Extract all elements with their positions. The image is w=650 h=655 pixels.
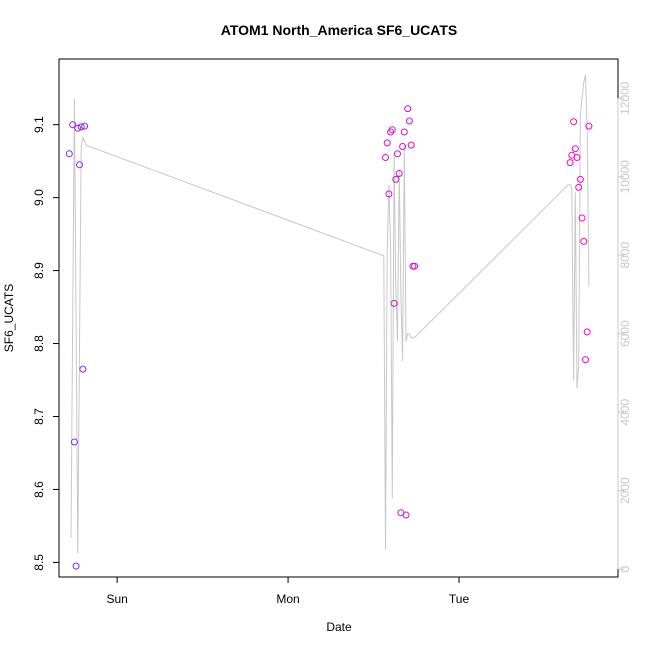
- x-tick-label: Tue: [449, 592, 470, 606]
- data-point: [81, 122, 89, 130]
- data-point: [585, 122, 593, 130]
- chart-title: ATOM1 North_America SF6_UCATS: [221, 22, 458, 38]
- data-point: [570, 118, 578, 126]
- y-axis-label: SF6_UCATS: [2, 284, 16, 352]
- y-tick-label: 9.1: [32, 116, 46, 133]
- data-point: [74, 124, 82, 132]
- y-tick-label: 8.9: [32, 262, 46, 279]
- data-point: [578, 214, 586, 222]
- y-right-tick-label: 2000: [618, 477, 632, 504]
- secondary-series-line: [70, 74, 590, 554]
- y-axis-left: 8.5 8.6 8.7 8.8 8.9 9.0 9.1: [32, 116, 60, 571]
- data-point: [79, 365, 87, 373]
- y-tick-label: 8.5: [32, 554, 46, 571]
- data-point: [383, 139, 391, 147]
- y-tick-label: 8.6: [32, 481, 46, 498]
- data-point: [77, 123, 85, 131]
- data-point: [571, 145, 579, 153]
- y-right-tick-label: 12000: [618, 81, 632, 115]
- y-right-tick-label: 8000: [618, 242, 632, 269]
- data-point: [404, 105, 412, 113]
- data-point: [405, 117, 413, 125]
- data-point: [407, 141, 415, 149]
- data-point: [382, 154, 389, 161]
- data-point: [583, 328, 591, 336]
- x-axis-label: Date: [326, 620, 352, 634]
- y-axis-right: 0 2000 4000 6000 8000 10000 12000: [617, 81, 632, 573]
- data-point: [566, 159, 574, 167]
- data-point: [69, 121, 77, 129]
- x-tick-label: Sun: [106, 592, 127, 606]
- data-point: [76, 161, 83, 169]
- data-point: [400, 128, 408, 136]
- y-tick-label: 9.0: [32, 189, 46, 206]
- data-point: [576, 175, 584, 183]
- data-point: [582, 356, 589, 364]
- data-point: [65, 150, 73, 158]
- y-tick-label: 8.7: [32, 408, 46, 425]
- y-right-tick-label: 6000: [618, 320, 632, 347]
- data-point: [394, 150, 401, 158]
- data-point: [387, 128, 395, 136]
- y-right-tick-label: 10000: [618, 160, 632, 194]
- data-point: [573, 154, 581, 161]
- plot-frame: [58, 58, 619, 578]
- data-point: [395, 170, 403, 177]
- data-point: [70, 438, 78, 446]
- data-point: [388, 126, 396, 134]
- data-point: [575, 183, 583, 191]
- data-point: [411, 262, 419, 270]
- data-point: [385, 190, 393, 198]
- x-axis: Sun Mon Tue: [106, 576, 470, 606]
- data-point: [580, 237, 588, 245]
- data-points: [65, 105, 593, 570]
- y-right-tick-label: 0: [618, 566, 632, 573]
- secondary-line-path: [70, 74, 590, 554]
- data-point: [402, 511, 410, 519]
- data-point: [72, 562, 80, 570]
- data-point: [390, 299, 398, 307]
- data-point: [399, 143, 407, 150]
- y-tick-label: 8.8: [32, 335, 46, 352]
- x-tick-label: Mon: [276, 592, 299, 606]
- y-right-tick-label: 4000: [618, 399, 632, 426]
- data-point: [392, 175, 400, 183]
